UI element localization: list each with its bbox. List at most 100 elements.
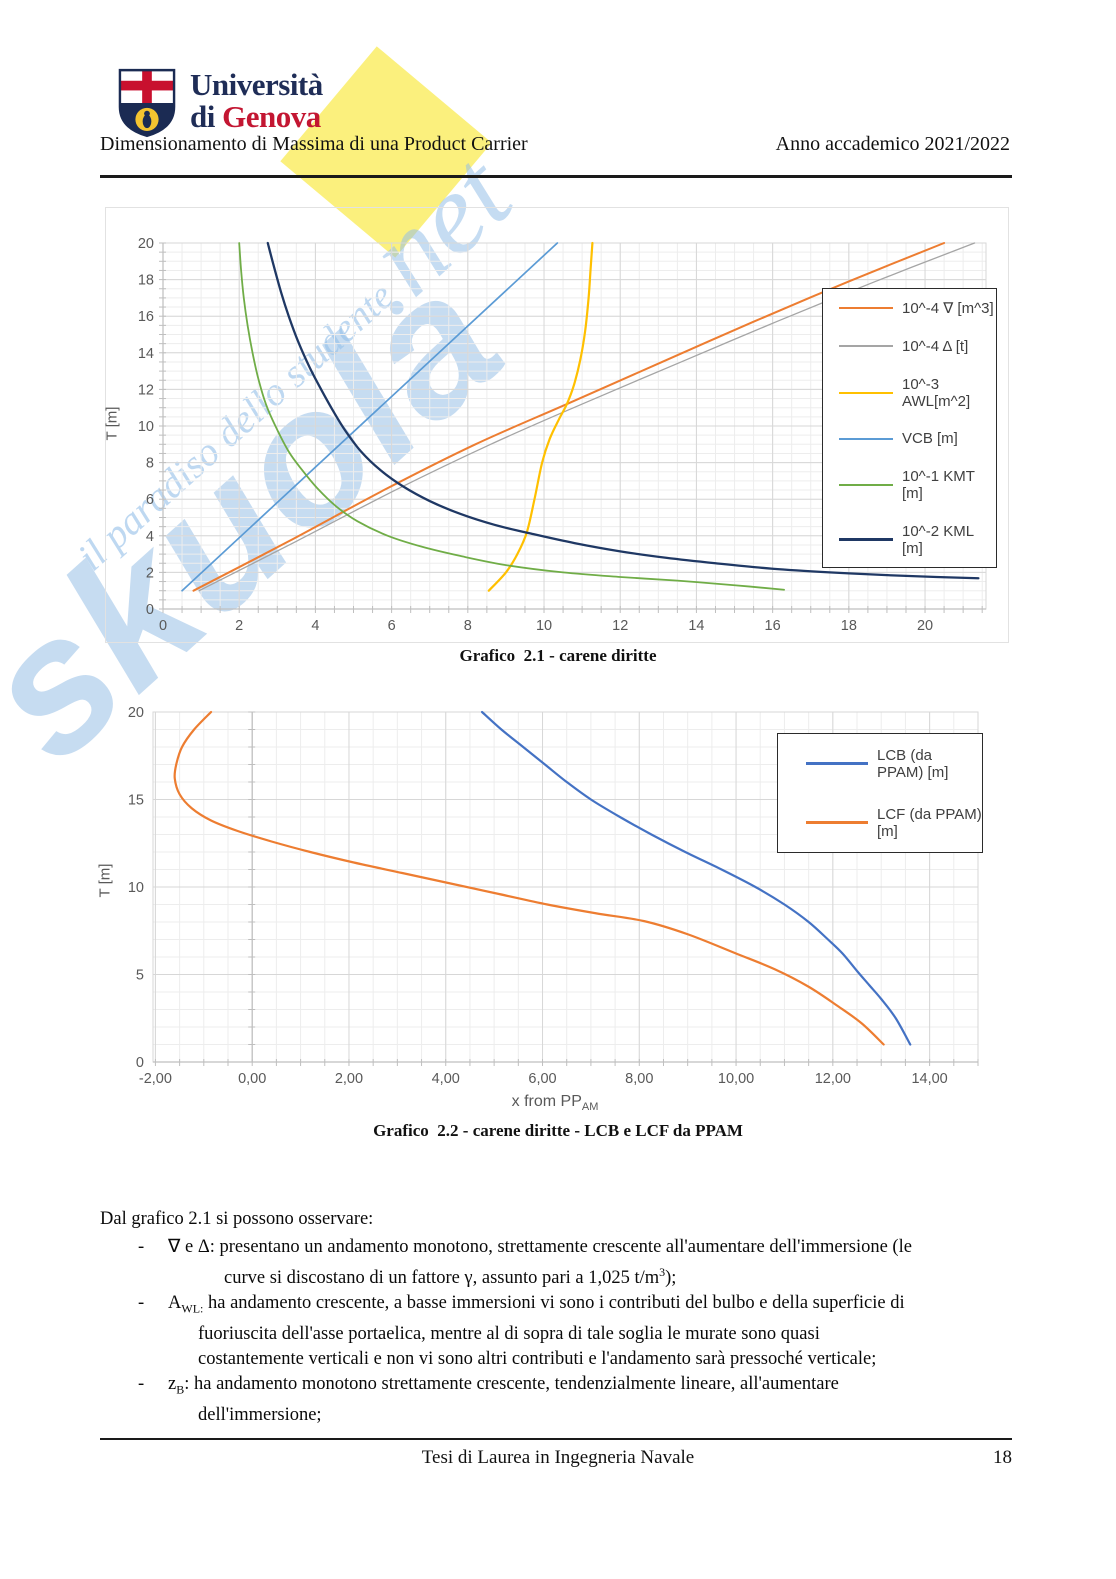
chart2-x-axis-title: x from PPAM <box>100 1093 1010 1113</box>
series-10-2-kml-m- <box>266 241 980 580</box>
list-item-line: ∇ e Δ: presentano un andamento monotono,… <box>168 1237 912 1257</box>
list-item: - ∇ e Δ: presentano un andamento monotono… <box>100 1235 1030 1291</box>
x-tick-label: 18 <box>841 618 857 634</box>
legend-entry: 10^-4 Δ [t] <box>839 338 996 355</box>
list-item-line: zB: ha andamento monotono strettamente c… <box>168 1373 839 1397</box>
footer-rule <box>100 1438 1012 1440</box>
chart2-x-axis-title-sub: AM <box>581 1101 599 1114</box>
legend-label: 10^-2 KML [m] <box>902 522 974 557</box>
y-tick-label: 10 <box>138 419 154 435</box>
list-item-line: curve si discostano di un fattore γ, ass… <box>224 1265 677 1289</box>
list-item-line: costantemente verticali e non vi sono al… <box>198 1348 877 1369</box>
observations-list: - ∇ e Δ: presentano un andamento monotono… <box>100 1235 1030 1428</box>
document-title: Dimensionamento di Massima di una Produc… <box>100 133 528 155</box>
legend-entry: 10^-3 AWL[m^2] <box>839 376 996 410</box>
bullet-dash: - <box>138 1373 145 1394</box>
legend-label: 10^-4 ∇ [m^3] <box>902 300 994 318</box>
y-tick-label: 0 <box>146 602 154 618</box>
legend-line-sample <box>839 538 893 541</box>
legend-label: 10^-4 Δ [t] <box>902 337 969 355</box>
x-tick-label: 20 <box>917 618 933 634</box>
legend-line-sample <box>806 821 868 824</box>
academic-year: Anno accademico 2021/2022 <box>775 133 1010 155</box>
tick-labels: 0 2 4 6 8 10 12 14 16 18 20 0 2 4 6 8 10 12 14 16 18 20 <box>138 236 933 634</box>
series-10-3-awl-m-2- <box>487 241 594 592</box>
page-number: 18 <box>993 1447 1012 1468</box>
x-tick-label: 0,00 <box>238 1071 266 1087</box>
legend-label: LCB (da PPAM) [m] <box>877 746 949 781</box>
x-tick-label: 4,00 <box>432 1071 460 1087</box>
y-tick-label: 12 <box>138 382 154 398</box>
legend-entry: VCB [m] <box>839 430 996 447</box>
legend-entry: LCB (da PPAM) [m] <box>806 747 982 781</box>
y-tick-label: 6 <box>146 492 154 508</box>
bullet-dash: - <box>138 1293 145 1314</box>
y-tick-label: 4 <box>146 529 154 545</box>
x-tick-label: 12 <box>612 618 628 634</box>
y-tick-label: 14 <box>138 346 154 362</box>
x-tick-label: 14 <box>688 618 704 634</box>
y-tick-label: 8 <box>146 456 154 472</box>
list-item-line: dell'immersione; <box>198 1404 322 1425</box>
observations-intro: Dal grafico 2.1 si possono osservare: <box>100 1209 374 1229</box>
unige-shield-icon <box>118 68 176 138</box>
list-item: - AWL: ha andamento crescente, a basse im… <box>100 1291 1030 1372</box>
series-lcb-da-ppam-m- <box>480 710 912 1046</box>
legend-label: LCF (da PPAM) [m] <box>877 805 982 840</box>
series-10-1-kmt-m- <box>238 242 785 591</box>
chart2-caption: Grafico 2.2 - carene diritte - LCB e LCF… <box>373 1121 743 1140</box>
tick-labels: -2,00 0,00 2,00 4,00 6,00 8,00 10,00 12,00 14,00… <box>128 705 948 1087</box>
y-tick-label: 20 <box>138 236 154 252</box>
legend-label: VCB [m] <box>902 430 958 448</box>
series-vcb-m- <box>181 242 559 592</box>
x-tick-label: 4 <box>311 618 319 634</box>
legend-line-sample <box>806 762 868 765</box>
logo-brand: Genova <box>222 99 321 134</box>
y-tick-label: 10 <box>128 880 144 896</box>
legend-line-sample <box>839 437 893 440</box>
chart2-legend: LCB (da PPAM) [m] LCF (da PPAM) [m] <box>777 733 983 853</box>
x-tick-label: 8,00 <box>625 1071 653 1087</box>
x-tick-label: 8 <box>464 618 472 634</box>
y-tick-label: 20 <box>128 705 144 721</box>
series-lcf-da-ppam-m- <box>173 710 885 1046</box>
x-tick-label: 2,00 <box>335 1071 363 1087</box>
legend-label: 10^-3 AWL[m^2] <box>902 375 971 410</box>
y-tick-label: 2 <box>146 565 154 581</box>
legend-entry: 10^-1 KMT [m] <box>839 468 996 502</box>
legend-entry: 10^-2 KML [m] <box>839 523 996 557</box>
y-tick-label: 5 <box>136 968 144 984</box>
legend-label: 10^-1 KMT [m] <box>902 467 975 502</box>
x-tick-label: 0 <box>159 618 167 634</box>
axes <box>153 711 979 1066</box>
chart1-caption: Grafico 2.1 - carene diritte <box>459 646 657 665</box>
y-tick-label: 0 <box>136 1055 144 1071</box>
chart1-y-axis-title: T [m] <box>103 406 121 441</box>
logo-line-2: di Genova <box>190 99 321 134</box>
legend-line-sample <box>839 391 893 394</box>
chart2-x-axis-title-main: x from PP <box>511 1093 582 1110</box>
list-item-line: AWL: ha andamento crescente, a basse imm… <box>168 1293 905 1316</box>
y-tick-label: 16 <box>138 309 154 325</box>
legend-entry: LCF (da PPAM) [m] <box>806 806 982 840</box>
observations-text: Dal grafico 2.1 si possono osservare: - ∇… <box>100 1206 1030 1428</box>
legend-line-sample <box>839 345 893 348</box>
y-tick-label: 18 <box>138 273 154 289</box>
x-tick-label: 14,00 <box>911 1071 947 1087</box>
logo-line-1: Università <box>190 67 323 102</box>
x-tick-label: 6,00 <box>528 1071 556 1087</box>
university-logo: Università di Genova <box>118 68 323 138</box>
x-tick-label: 16 <box>765 618 781 634</box>
list-item-line: fuoriuscita dell'asse portaelica, mentre… <box>198 1323 820 1344</box>
x-tick-label: 10 <box>536 618 552 634</box>
footer-title: Tesi di Laurea in Ingegneria Navale <box>421 1447 695 1468</box>
list-item: - zB: ha andamento monotono strettamente … <box>100 1372 1030 1428</box>
gridlines <box>152 711 979 1063</box>
x-tick-label: 6 <box>388 618 396 634</box>
x-tick-label: -2,00 <box>139 1071 172 1087</box>
chart2-y-axis-title: T [m] <box>96 863 114 898</box>
y-tick-label: 15 <box>128 793 144 809</box>
lcb-lcf-chart: -2,00 0,00 2,00 4,00 6,00 8,00 10,00 12,00 14,00… <box>128 705 979 1087</box>
x-tick-label: 2 <box>235 618 243 634</box>
